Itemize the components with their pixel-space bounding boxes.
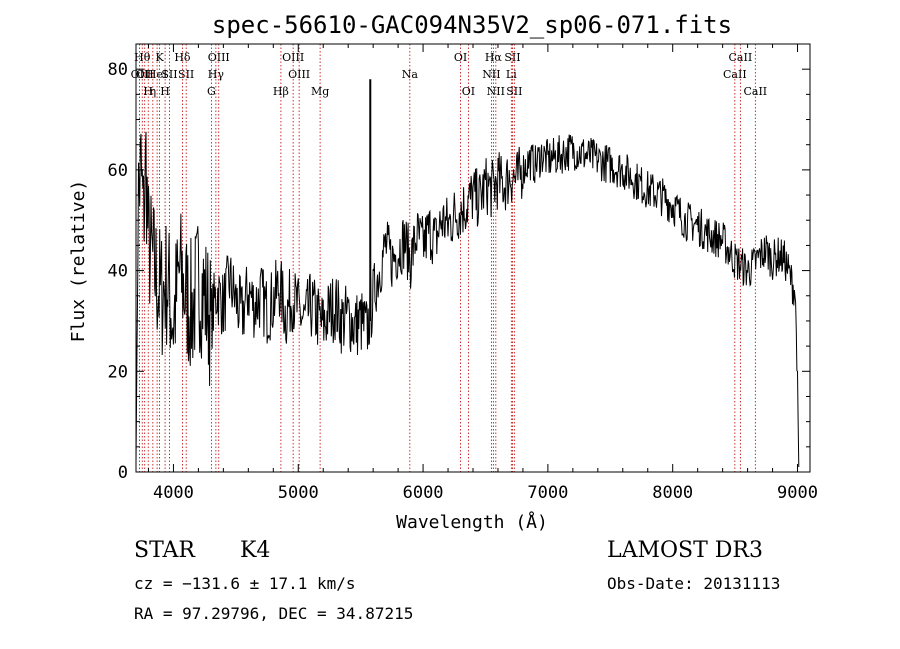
- line-marker-label: SII: [161, 68, 177, 81]
- line-marker-label: OII: [136, 68, 154, 81]
- line-marker-label: HeI: [147, 68, 167, 81]
- x-axis: 4000 5000 6000 7000 8000 9000: [147, 44, 818, 503]
- line-marker-label: NII: [482, 68, 500, 81]
- line-label-layer: OII Hθ OII Hη HeI K H SII Hδ SII G Hγ OIII Hβ OIII OIII…: [131, 51, 768, 98]
- line-marker-label: K: [155, 51, 164, 64]
- line-marker-label: OI: [454, 51, 467, 64]
- line-marker-label: CaII: [729, 51, 753, 64]
- y-axis: 0 20 40 60 80: [108, 60, 810, 483]
- x-tick-label: 8000: [652, 483, 693, 503]
- survey-name: LAMOST DR3: [607, 538, 763, 563]
- object-subclass: K4: [240, 538, 271, 563]
- line-marker-label: η: [150, 85, 157, 98]
- line-marker-label: SII: [178, 68, 194, 81]
- line-marker-label: CaII: [743, 85, 767, 98]
- line-marker-label: H: [160, 85, 170, 98]
- chart-title: spec-56610-GAC094N35V2_sp06-071.fits: [212, 11, 732, 39]
- coordinates-text: RA = 97.29796, DEC = 34.87215: [134, 604, 414, 623]
- line-marker-label: Li: [506, 68, 517, 81]
- plot-frame: [135, 43, 811, 473]
- line-marker-label: NII: [487, 85, 505, 98]
- obs-date: Obs-Date: 20131113: [607, 574, 781, 593]
- line-marker-label: Mg: [311, 85, 329, 98]
- y-tick-label: 20: [108, 362, 128, 382]
- y-axis-label: Flux (relative): [68, 180, 89, 343]
- y-tick-label: 0: [118, 463, 128, 483]
- x-tick-label: 4000: [153, 483, 194, 503]
- line-marker-label: G: [207, 85, 216, 98]
- line-marker-layer: [139, 44, 756, 472]
- line-marker-label: Na: [402, 68, 419, 81]
- line-marker-label: OIII: [208, 51, 230, 64]
- y-tick-label: 60: [108, 161, 128, 181]
- spectrum-layer: [135, 79, 800, 468]
- line-marker-label: SII: [504, 51, 520, 64]
- line-marker-label: H: [143, 85, 153, 98]
- line-marker-label: CaII: [723, 68, 747, 81]
- x-tick-label: 7000: [527, 483, 568, 503]
- line-marker-label: OI: [462, 85, 475, 98]
- y-tick-label: 80: [108, 60, 128, 80]
- line-marker-label: Hβ: [273, 85, 289, 98]
- line-marker-label: Hα: [485, 51, 503, 64]
- line-marker-label: SII: [506, 85, 522, 98]
- line-marker-label: OIII: [282, 51, 304, 64]
- redshift-text: cz = −131.6 ± 17.1 km/s: [134, 574, 356, 593]
- line-marker-label: Hγ: [208, 68, 225, 81]
- spectrum-line: [135, 131, 800, 468]
- line-marker-label: OII: [131, 68, 149, 81]
- x-tick-label: 5000: [278, 483, 319, 503]
- line-marker-label: OIII: [288, 68, 310, 81]
- line-marker-label: Hδ: [174, 51, 191, 64]
- line-marker-label: Hθ: [134, 51, 151, 64]
- y-tick-label: 40: [108, 262, 128, 282]
- x-tick-label: 9000: [777, 483, 818, 503]
- object-class: STAR: [134, 538, 195, 563]
- x-axis-label: Wavelength (Å): [396, 511, 548, 533]
- x-tick-label: 6000: [403, 483, 444, 503]
